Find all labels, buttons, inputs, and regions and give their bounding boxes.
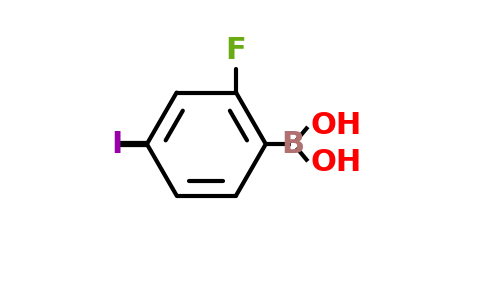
Text: OH: OH	[311, 111, 362, 140]
Text: F: F	[226, 36, 246, 65]
Text: I: I	[111, 130, 122, 159]
Text: B: B	[281, 130, 304, 159]
Text: OH: OH	[311, 148, 362, 177]
